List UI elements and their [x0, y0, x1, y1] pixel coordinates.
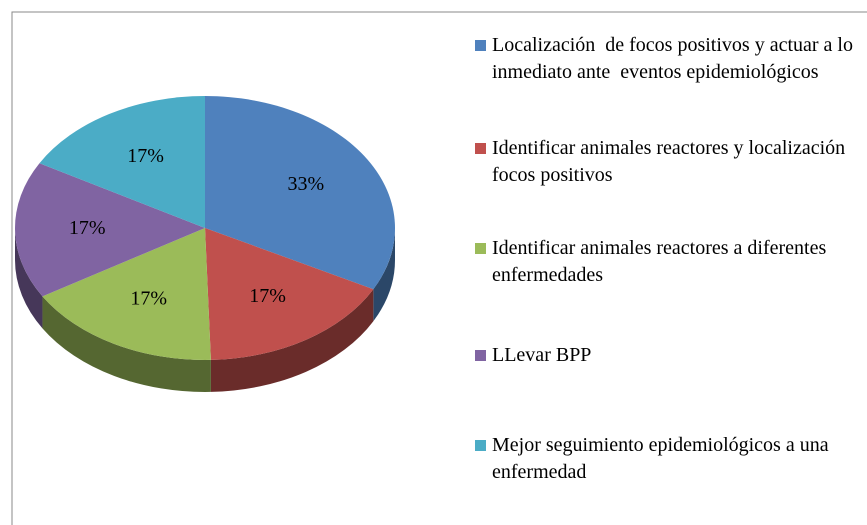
slice — [39, 96, 205, 228]
chart-border — [11, 11, 867, 525]
slice — [42, 228, 211, 361]
data-label: 17% — [127, 145, 164, 167]
slice-side — [15, 228, 43, 329]
slice-side — [42, 296, 211, 393]
legend-swatch — [475, 350, 486, 361]
legend-swatch — [475, 243, 486, 254]
data-label: 17% — [69, 217, 106, 239]
slice-side — [373, 228, 395, 322]
legend-swatch — [475, 40, 486, 51]
legend-label: Localización de focos positivos y actuar… — [492, 34, 858, 83]
data-label: 33% — [287, 173, 324, 195]
legend-swatch — [475, 143, 486, 154]
slice — [205, 228, 374, 360]
legend-label: Mejor seguimiento epidemiológicos a una … — [492, 434, 834, 483]
slice-side — [210, 289, 374, 392]
legend-swatch — [475, 440, 486, 451]
slice — [14, 163, 205, 297]
slice — [205, 96, 395, 290]
legend-label: LLevar BPP — [492, 344, 592, 366]
legend-label: Identificar animales reactores a diferen… — [492, 237, 832, 286]
legend-label: Identificar animales reactores y localiz… — [492, 137, 851, 186]
data-label: 17% — [130, 288, 167, 310]
data-label: 17% — [249, 285, 286, 307]
